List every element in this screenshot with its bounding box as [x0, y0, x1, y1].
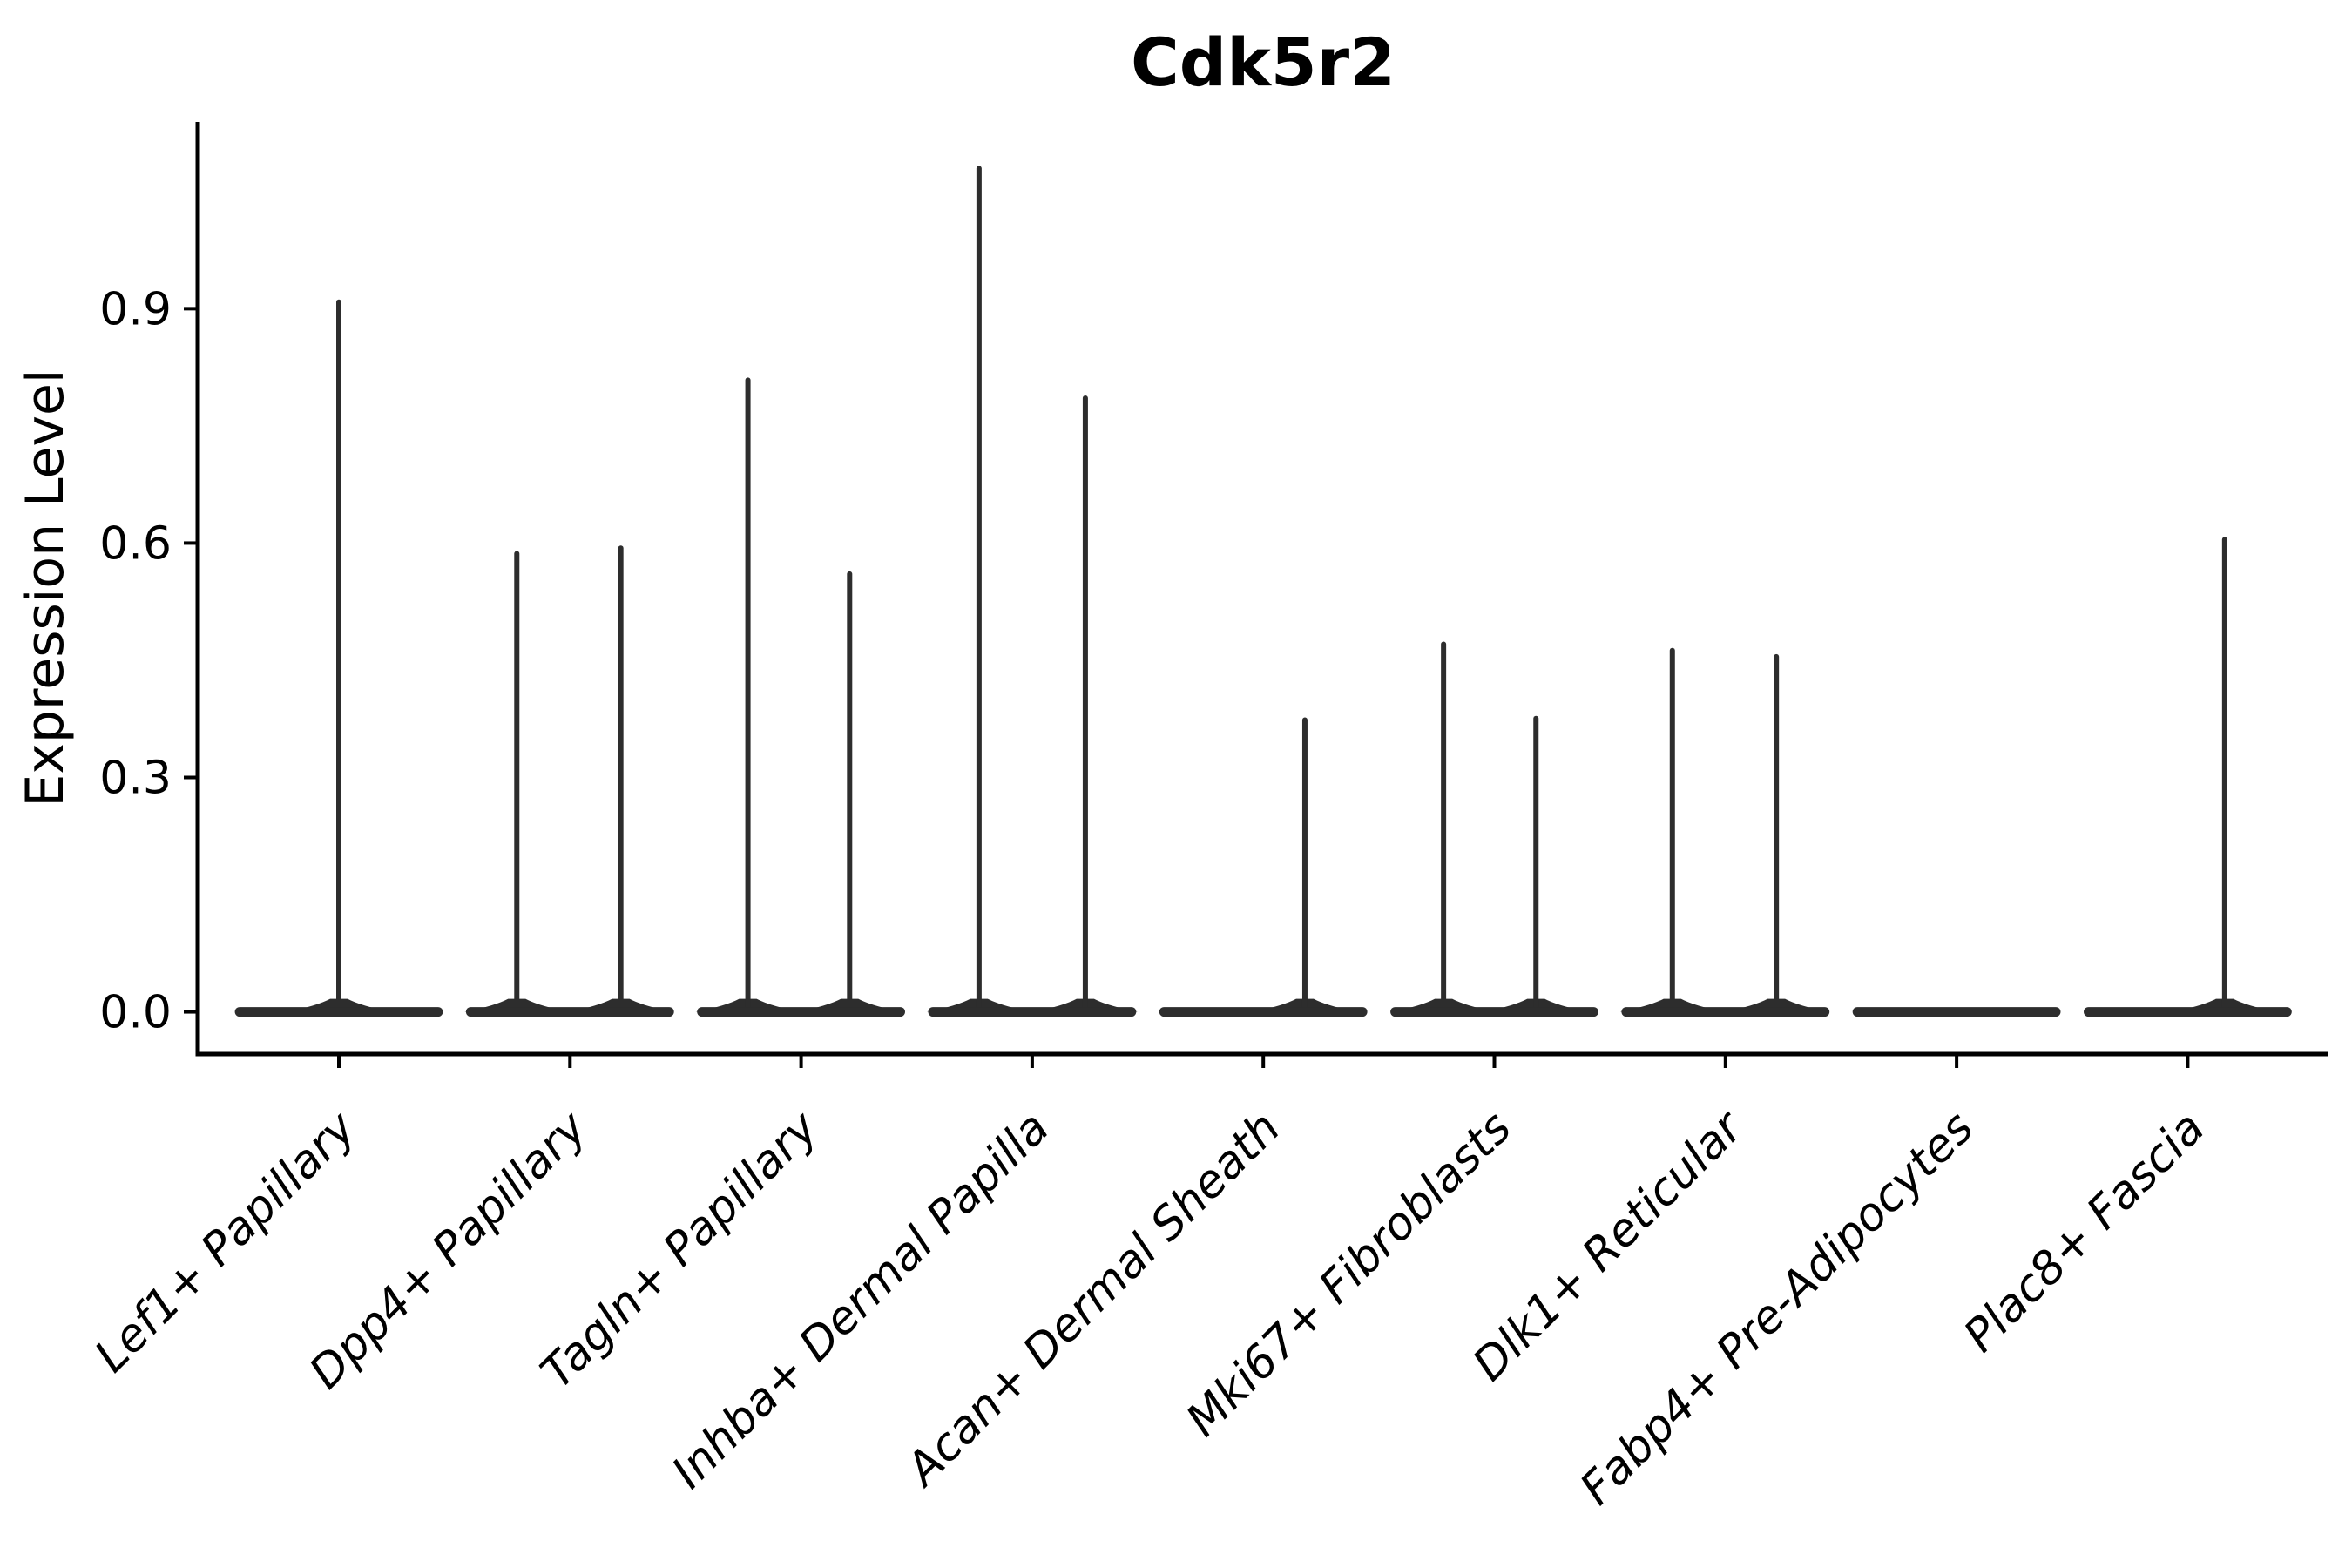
violin-3 [926, 166, 1138, 1017]
violins-layer [234, 166, 2292, 1017]
y-tick-label-2: 0.6 [99, 517, 172, 570]
violin-body-5 [1390, 1007, 1598, 1017]
violin-7 [1852, 1007, 2061, 1017]
violin-6 [1619, 647, 1830, 1017]
violin-body-6 [1621, 1007, 1830, 1017]
violin-body-3 [928, 1007, 1137, 1017]
violin-8 [2084, 537, 2292, 1017]
y-tick-label-3: 0.9 [99, 283, 172, 335]
x-tick-label-8: Plac8+ Fascia [1954, 1102, 2214, 1362]
y-tick-label-1: 0.3 [99, 752, 172, 804]
violin-5 [1390, 641, 1598, 1017]
violin-body-1 [465, 1007, 674, 1017]
violin-4 [1159, 717, 1368, 1017]
x-tick-label-4: Acan+ Dermal Sheath [895, 1102, 1290, 1497]
violin-body-2 [697, 1007, 905, 1017]
x-tick-label-7: Fabp4+ Pre-Adipocytes [1571, 1102, 1984, 1516]
chart-title: Cdk5r2 [1131, 24, 1396, 101]
violin-0 [234, 299, 443, 1017]
x-tick-label-3: Inhba+ Dermal Papilla [662, 1102, 1059, 1499]
violin-1 [464, 545, 674, 1017]
violin-2 [695, 377, 905, 1017]
violin-body-0 [234, 1007, 443, 1017]
axes-layer [195, 122, 2328, 1057]
y-tick-label-0: 0.0 [99, 987, 172, 1039]
y-axis-label: Expression Level [15, 368, 76, 807]
violin-body-8 [2084, 1007, 2292, 1017]
violin-body-4 [1159, 1007, 1368, 1017]
violin-body-7 [1852, 1007, 2061, 1017]
